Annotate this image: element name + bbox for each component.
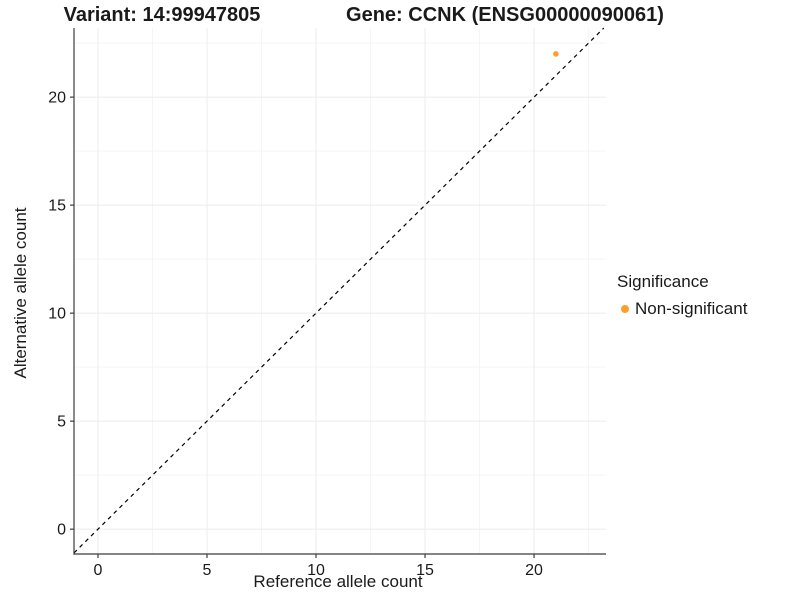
y-tick-label: 10 <box>48 306 66 323</box>
x-axis-label: Reference allele count <box>253 572 423 591</box>
x-tick-label: 10 <box>307 562 325 579</box>
y-tick-label: 15 <box>48 198 66 215</box>
legend-key-dot-icon <box>621 305 629 313</box>
legend-item-non-significant: Non-significant <box>616 299 747 319</box>
y-tick-label: 20 <box>48 90 66 107</box>
plot-title-variant: Variant: 14:99947805 <box>63 4 261 26</box>
y-tick-label: 0 <box>57 522 66 539</box>
legend-title: Significance <box>617 272 709 291</box>
legend-item-label: Non-significant <box>635 299 748 318</box>
y-tick-label: 5 <box>57 414 66 431</box>
plot-title-gene: Gene: CCNK (ENSG00000090061) <box>346 4 664 26</box>
identity-dashed-line <box>73 27 605 554</box>
data-point <box>553 51 559 57</box>
x-tick-label: 5 <box>203 562 212 579</box>
x-tick-label: 0 <box>94 562 103 579</box>
x-tick-label: 20 <box>525 562 543 579</box>
legend: Significance Non-significant <box>616 272 747 319</box>
x-tick-label: 15 <box>416 562 434 579</box>
